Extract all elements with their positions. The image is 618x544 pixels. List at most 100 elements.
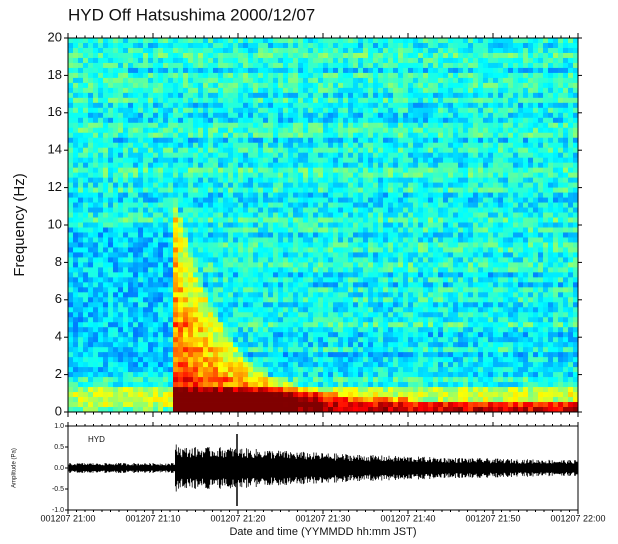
spectrogram-cell [268,53,273,58]
spectrogram-cell [518,38,523,43]
spectrogram-cell [193,267,198,272]
spectrogram-cell [358,262,363,267]
spectrogram-cell [508,252,513,257]
spectrogram-cell [483,158,488,163]
spectrogram-cell [478,173,483,178]
spectrogram-cell [303,98,308,103]
spectrogram-cell [483,203,488,208]
spectrogram-cell [268,148,273,153]
spectrogram-cell [108,257,113,262]
spectrogram-cell [248,113,253,118]
spectrogram-cell [233,93,238,98]
spectrogram-cell [188,168,193,173]
spectrogram-cell [103,218,108,223]
spectrogram-cell [238,208,243,213]
waveform-y-label: Amplitude (Pa) [12,448,18,488]
spectrogram-cell [463,123,468,128]
spectrogram-cell [258,262,263,267]
spectrogram-cell [473,158,478,163]
spectrogram-cell [138,138,143,143]
spectrogram-cell [308,262,313,267]
spectrogram-cell [443,38,448,43]
spectrogram-cell [113,208,118,213]
spectrogram-cell [103,53,108,58]
spectrogram-cell [233,178,238,183]
spectrogram-cell [163,93,168,98]
spectrogram-cell [423,133,428,138]
spectrogram-cell [423,38,428,43]
spectrogram-cell [318,63,323,68]
spectrogram-cell [513,58,518,63]
spectrogram-cell [408,267,413,272]
spectrogram-cell [188,232,193,237]
spectrogram-cell [488,78,493,83]
spectrogram-cell [153,138,158,143]
spectrogram-cell [118,242,123,247]
spectrogram-cell [88,143,93,148]
spectrogram-cell [383,213,388,218]
spectrogram-cell [338,123,343,128]
spectrogram-cell [193,68,198,73]
spectrogram-cell [503,257,508,262]
spectrogram-cell [543,232,548,237]
spectrogram-cell [158,213,163,218]
spectrogram-cell [113,63,118,68]
spectrogram-cell [323,58,328,63]
spectrogram-cell [218,252,223,257]
spectrogram-cell [353,168,358,173]
spectrogram-cell [513,83,518,88]
spectrogram-cell [453,118,458,123]
spectrogram-cell [258,128,263,133]
spectrogram-cell [98,198,103,203]
spectrogram-cell [153,118,158,123]
spectrogram-cell [538,168,543,173]
spectrogram-cell [173,98,178,103]
spectrogram-cell [233,223,238,228]
spectrogram-cell [363,227,368,232]
spectrogram-cell [468,227,473,232]
spectrogram-cell [158,267,163,272]
spectrogram-cell [503,213,508,218]
spectrogram-cell [428,68,433,73]
spectrogram-cell [363,48,368,53]
spectrogram-cell [258,43,263,48]
spectrogram-cell [143,98,148,103]
spectrogram-cell [273,148,278,153]
spectrogram-cell [343,223,348,228]
spectrogram-cell [198,68,203,73]
spectrogram-cell [183,43,188,48]
spectrogram-cell [318,38,323,43]
spectrogram-cell [373,247,378,252]
spectrogram-cell [123,223,128,228]
spectrogram-cell [183,148,188,153]
spectrogram-cell [303,237,308,242]
spectrogram-cell [303,203,308,208]
spectrogram-cell [83,103,88,108]
spectrogram-cell [453,103,458,108]
spectrogram-cell [483,272,488,277]
spectrogram-cell [513,218,518,223]
spectrogram-cell [433,198,438,203]
spectrogram-cell [93,257,98,262]
spectrogram-cell [108,78,113,83]
spectrogram-cell [188,218,193,223]
spectrogram-cell [213,138,218,143]
spectrogram-cell [303,83,308,88]
spectrogram-cell [353,153,358,158]
spectrogram-cell [563,198,568,203]
spectrogram-cell [493,188,498,193]
spectrogram-cell [418,53,423,58]
spectrogram-cell [413,213,418,218]
spectrogram-cell [408,203,413,208]
spectrogram-cell [83,163,88,168]
spectrogram-cell [483,133,488,138]
spectrogram-cell [388,73,393,78]
spectrogram-cell [323,183,328,188]
spectrogram-cell [358,223,363,228]
spectrogram-cell [283,227,288,232]
spectrogram-cell [348,88,353,93]
spectrogram-cell [108,138,113,143]
spectrogram-cell [188,242,193,247]
spectrogram-cell [183,78,188,83]
spectrogram-cell [448,257,453,262]
